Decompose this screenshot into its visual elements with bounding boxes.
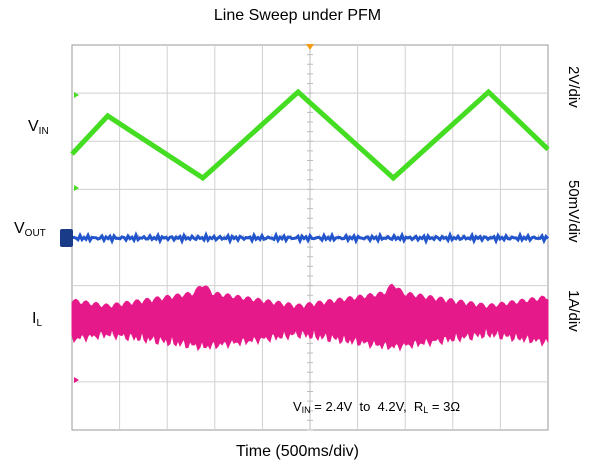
- vout-trace: [71, 230, 550, 246]
- vout-scale-label: 50mV/div: [565, 180, 582, 243]
- vin-scale-label: 2V/div: [565, 66, 582, 108]
- il-trace: [71, 283, 549, 352]
- test-condition-annotation: VIN = 2.4V to 4.2V, RL = 3Ω: [293, 399, 461, 415]
- chart-title: Line Sweep under PFM: [213, 7, 382, 24]
- vin-channel-label: VIN: [28, 118, 49, 137]
- vout-channel-marker: [60, 229, 73, 247]
- ch2-ground-marker: [74, 185, 79, 191]
- trigger-marker: [306, 44, 314, 50]
- il-channel-label: IL: [32, 310, 43, 329]
- il-scale-label: 1A/div: [565, 290, 582, 332]
- vout-channel-label: VOUT: [14, 220, 46, 239]
- vin-ground-marker: [74, 92, 79, 98]
- x-axis-label: Time (500ms/div): [236, 443, 359, 460]
- il-ground-marker: [74, 377, 79, 383]
- vin-trace: [70, 88, 550, 182]
